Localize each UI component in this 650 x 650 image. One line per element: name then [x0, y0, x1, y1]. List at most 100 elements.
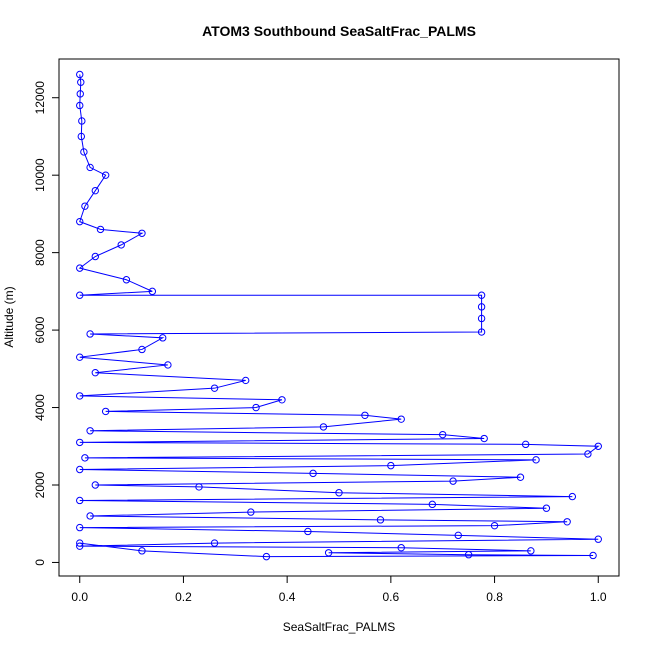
data-point	[76, 217, 84, 226]
data-point	[86, 427, 94, 435]
data-point	[195, 483, 203, 491]
data-point	[96, 225, 105, 234]
data-point	[278, 396, 286, 404]
data-point	[477, 314, 486, 323]
data-point	[138, 229, 146, 237]
data-point	[439, 430, 447, 439]
data-point	[117, 241, 125, 249]
data-point	[76, 539, 84, 547]
data-point	[91, 481, 99, 489]
data-point	[76, 496, 84, 505]
x-tick-label: 0.6	[383, 590, 400, 604]
data-point	[77, 132, 85, 141]
data-point	[568, 492, 577, 501]
series-line	[78, 74, 600, 558]
data-point	[91, 368, 99, 377]
data-point	[397, 544, 405, 552]
data-point	[76, 542, 84, 550]
data-point	[91, 186, 99, 195]
data-point	[480, 434, 488, 443]
data-point	[262, 552, 271, 561]
x-tick-label: 1.0	[590, 590, 607, 604]
data-point	[449, 477, 457, 485]
x-tick-label: 0.4	[279, 590, 296, 604]
data-point	[86, 512, 94, 520]
y-tick-label: 0	[33, 559, 47, 566]
data-layer	[76, 70, 602, 561]
data-point	[361, 411, 369, 419]
data-point	[86, 163, 94, 172]
y-tick-label: 6000	[33, 316, 47, 343]
data-point	[76, 465, 84, 474]
x-tick-label: 0.2	[175, 590, 192, 604]
x-axis: 0.0 0.2 0.4 0.6 0.8 1.0	[71, 575, 607, 604]
data-point	[76, 523, 84, 532]
y-tick-label: 10000	[33, 158, 47, 192]
data-point	[164, 361, 172, 369]
data-point	[589, 551, 597, 560]
data-point	[252, 403, 260, 412]
data-point	[594, 442, 602, 450]
y-tick-label: 8000	[33, 239, 47, 266]
data-point	[335, 489, 343, 497]
x-tick-label: 0.0	[71, 590, 88, 604]
data-point	[594, 535, 602, 543]
data-point	[454, 531, 462, 540]
data-point	[76, 70, 84, 79]
data-point	[464, 551, 473, 559]
data-point	[387, 461, 395, 470]
chart-title: ATOM3 Southbound SeaSaltFrac_PALMS	[202, 23, 476, 39]
data-point	[210, 539, 219, 547]
data-point	[477, 303, 486, 311]
data-point	[542, 504, 551, 512]
data-point	[101, 407, 110, 416]
data-point	[247, 508, 255, 516]
data-point	[76, 101, 84, 110]
data-point	[376, 516, 385, 524]
data-point	[210, 384, 219, 392]
data-point	[527, 547, 535, 555]
data-point	[138, 547, 146, 555]
data-point	[80, 148, 88, 156]
data-point	[563, 518, 571, 526]
data-point	[76, 392, 84, 400]
data-point	[76, 90, 84, 98]
y-axis-label: Altitude (m)	[2, 286, 16, 347]
data-point	[516, 473, 525, 481]
data-point	[159, 334, 167, 342]
x-axis-label: SeaSaltFrac_PALMS	[283, 620, 396, 634]
data-point	[532, 456, 540, 464]
data-point	[86, 330, 94, 338]
data-point	[138, 345, 146, 354]
data-point	[91, 252, 99, 261]
y-tick-label: 12000	[33, 81, 47, 115]
data-point	[584, 450, 592, 458]
data-point	[101, 171, 110, 179]
y-axis: 0 2000 4000 6000 8000 10000 12000	[33, 81, 60, 566]
data-point	[428, 500, 437, 509]
data-point	[148, 287, 157, 296]
x-tick-label: 0.8	[486, 590, 503, 604]
data-point	[477, 328, 486, 336]
data-point	[490, 521, 499, 530]
y-tick-label: 4000	[33, 394, 47, 421]
data-point	[81, 454, 89, 462]
data-point	[304, 527, 312, 536]
data-point	[521, 440, 530, 449]
data-point	[76, 353, 84, 361]
data-point	[81, 202, 89, 210]
data-point	[309, 469, 317, 478]
y-tick-label: 2000	[33, 471, 47, 498]
data-point	[477, 291, 486, 299]
data-point	[77, 78, 85, 86]
data-point	[324, 549, 333, 557]
data-point	[76, 264, 84, 272]
data-point	[319, 423, 328, 431]
data-point	[241, 376, 250, 385]
data-point	[76, 291, 84, 299]
data-point	[397, 415, 405, 423]
data-point	[78, 117, 86, 125]
data-point	[76, 438, 84, 447]
data-point	[122, 276, 131, 284]
